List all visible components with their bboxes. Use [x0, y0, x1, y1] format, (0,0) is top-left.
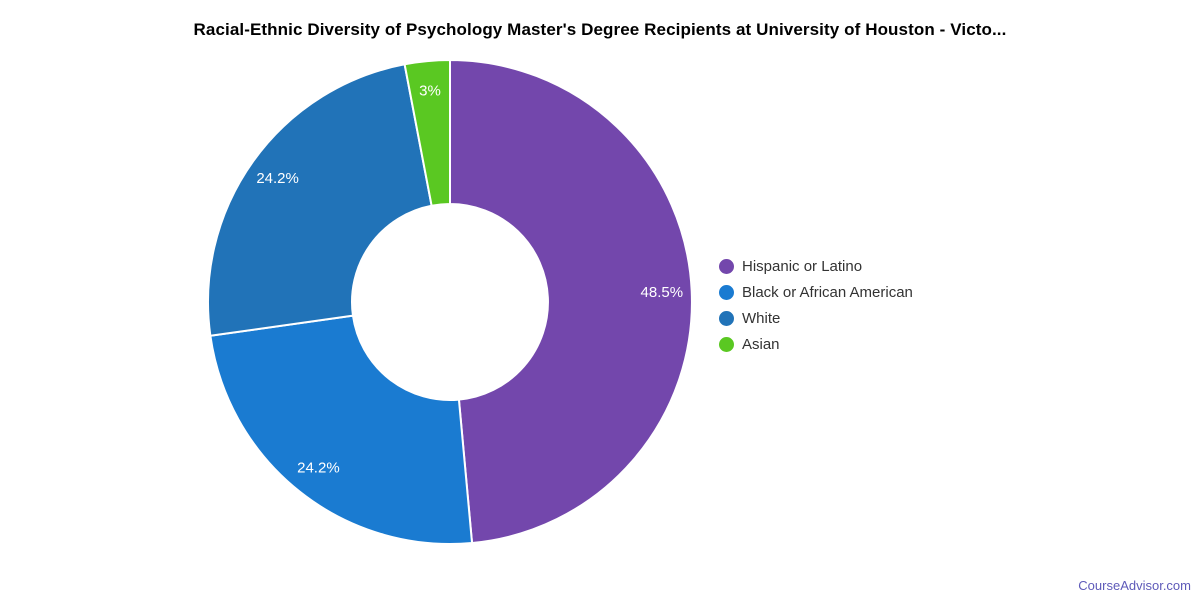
slice-asian[interactable] — [403, 59, 451, 207]
slice-value-label: 24.2% — [256, 170, 299, 187]
courseadvisor-link[interactable]: CourseAdvisor.com — [1078, 578, 1191, 593]
legend-marker-icon — [719, 336, 734, 352]
legend-marker-icon — [719, 258, 734, 274]
slice-hispanic-or-latino[interactable] — [449, 59, 693, 544]
legend-marker-icon — [719, 310, 734, 326]
slice-value-label: 48.5% — [641, 284, 684, 301]
legend-label: Black or African American — [742, 283, 913, 301]
legend-item-white[interactable]: White — [719, 305, 913, 331]
legend-label: Hispanic or Latino — [742, 257, 863, 275]
chart-title: Racial-Ethnic Diversity of Psychology Ma… — [193, 20, 1007, 39]
slice-value-label: 24.2% — [297, 460, 340, 477]
legend-label: Asian — [742, 335, 780, 353]
legend-item-asian[interactable]: Asian — [719, 331, 913, 357]
slice-black-or-african-american[interactable] — [209, 314, 474, 545]
legend: Hispanic or Latino Black or African Amer… — [719, 253, 913, 357]
legend-marker-icon — [719, 284, 734, 300]
slice-white[interactable] — [207, 63, 433, 337]
legend-label: White — [742, 309, 781, 327]
legend-item-hispanic-or-latino[interactable]: Hispanic or Latino — [719, 253, 913, 279]
legend-item-black-or-african-american[interactable]: Black or African American — [719, 279, 913, 305]
slice-value-label: 3% — [419, 82, 441, 99]
